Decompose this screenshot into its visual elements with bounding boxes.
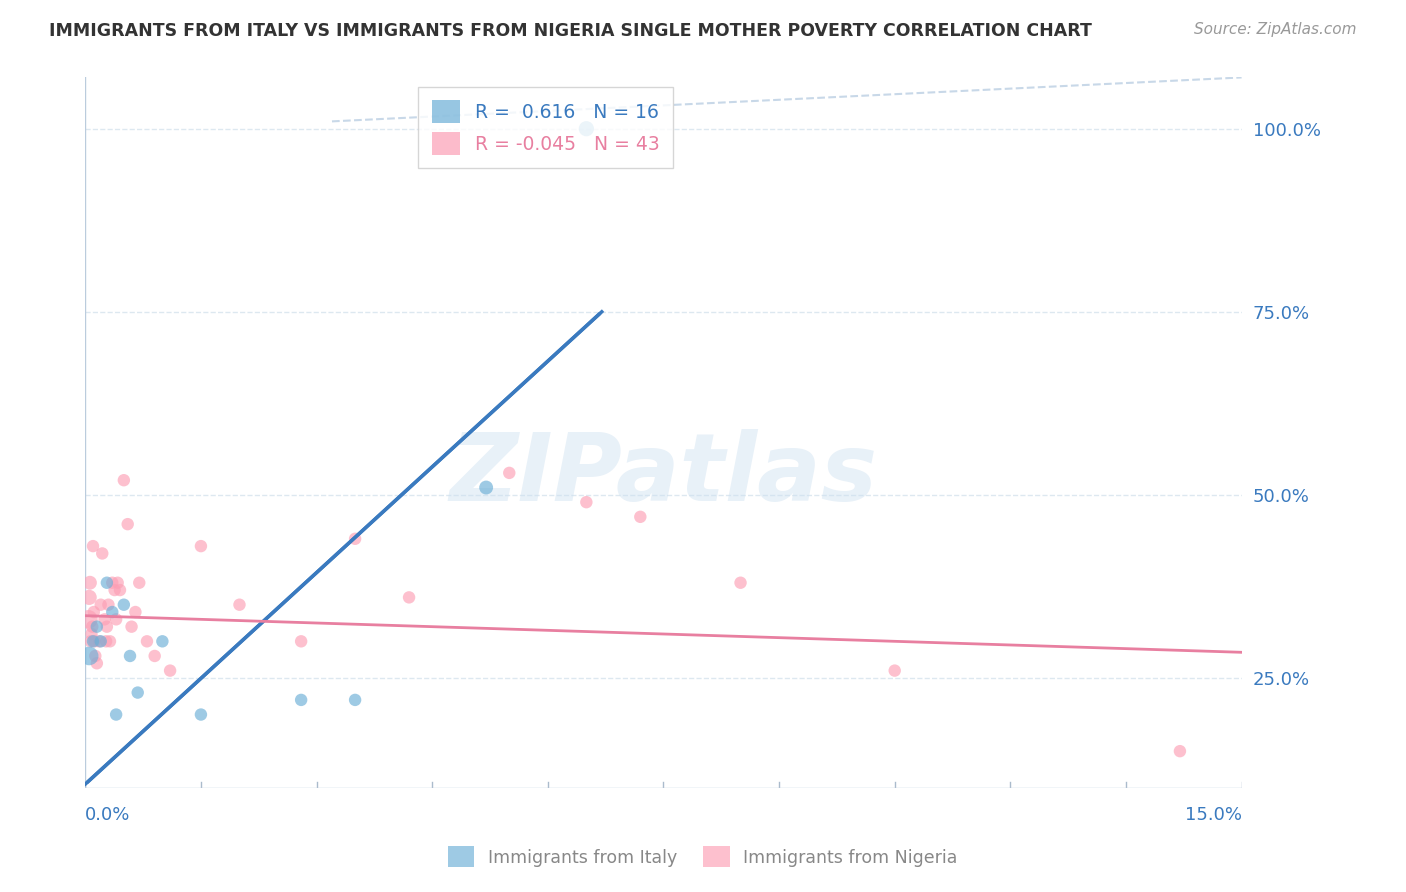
Point (79, 575, 101, 590)
Point (159, 664, 181, 678)
Text: 0.0%: 0.0% (86, 806, 131, 824)
Point (128, 575, 150, 590)
Point (108, 582, 131, 597)
Point (290, 693, 312, 707)
Point (82, 620, 104, 634)
Point (730, 575, 752, 590)
Point (96, 620, 118, 634)
Point (80, 634, 103, 648)
Point (121, 620, 143, 634)
Legend: R =  0.616   N = 16, R = -0.045   N = 43: R = 0.616 N = 16, R = -0.045 N = 43 (419, 87, 672, 169)
Point (80, 627, 103, 641)
Point (127, 685, 149, 699)
Point (118, 648, 141, 663)
Point (628, 509, 651, 524)
Text: IMMIGRANTS FROM ITALY VS IMMIGRANTS FROM NIGERIA SINGLE MOTHER POVERTY CORRELATI: IMMIGRANTS FROM ITALY VS IMMIGRANTS FROM… (49, 22, 1092, 40)
Point (77, 612, 100, 626)
Point (101, 605, 124, 619)
Point (77, 648, 100, 663)
Point (344, 532, 367, 546)
Point (398, 591, 420, 605)
Point (150, 634, 173, 648)
Point (82, 539, 104, 553)
Point (83, 634, 105, 648)
Point (90, 598, 112, 612)
Point (83, 605, 105, 619)
Point (98, 634, 121, 648)
Point (86, 657, 108, 671)
Point (475, 481, 498, 495)
Point (90, 634, 112, 648)
Point (96, 575, 118, 590)
Point (143, 648, 166, 663)
Point (93, 612, 115, 626)
Point (112, 473, 135, 487)
Point (105, 612, 128, 626)
Point (124, 605, 146, 619)
Point (575, 495, 598, 509)
Point (117, 517, 139, 532)
Point (107, 575, 129, 590)
Point (91, 546, 114, 560)
Point (86, 620, 108, 634)
Point (136, 634, 159, 648)
Point (883, 664, 905, 678)
Text: ZIPatlas: ZIPatlas (450, 429, 877, 521)
Point (82, 634, 104, 648)
Point (190, 539, 212, 553)
Point (97, 598, 120, 612)
Legend: Immigrants from Italy, Immigrants from Nigeria: Immigrants from Italy, Immigrants from N… (441, 839, 965, 874)
Point (1168, 744, 1191, 758)
Point (105, 707, 128, 722)
Point (89, 634, 111, 648)
Point (498, 466, 520, 480)
Point (94, 634, 117, 648)
Point (228, 598, 250, 612)
Point (101, 575, 124, 590)
Point (344, 693, 367, 707)
Point (112, 598, 135, 612)
Text: 15.0%: 15.0% (1185, 806, 1241, 824)
Text: Source: ZipAtlas.com: Source: ZipAtlas.com (1194, 22, 1357, 37)
Point (84, 648, 107, 663)
Point (104, 582, 127, 597)
Point (575, 121, 598, 136)
Point (77, 591, 100, 605)
Point (290, 634, 312, 648)
Point (190, 707, 212, 722)
